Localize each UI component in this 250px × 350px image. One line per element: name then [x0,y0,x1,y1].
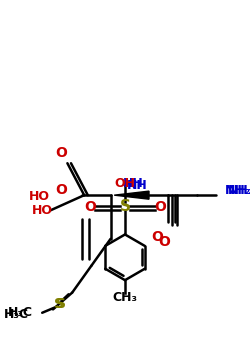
Text: S: S [120,199,130,215]
Text: O: O [152,230,163,244]
Text: CH₃: CH₃ [112,291,138,304]
Text: H₃C: H₃C [4,308,29,321]
Text: NH: NH [123,177,144,190]
Text: S: S [56,298,66,312]
Text: S: S [54,298,64,312]
Text: H₃C: H₃C [8,306,32,319]
Text: O: O [159,235,170,249]
Text: O: O [84,200,96,214]
Text: NH₂: NH₂ [228,184,250,197]
Polygon shape [114,191,149,199]
Text: NH: NH [127,178,148,191]
Text: NH₂: NH₂ [224,184,250,197]
Text: O: O [56,146,67,160]
Text: OH: OH [114,177,136,190]
Text: O: O [154,200,166,214]
Text: O: O [56,183,67,197]
Text: HO: HO [32,204,53,217]
Text: HO: HO [28,190,50,203]
